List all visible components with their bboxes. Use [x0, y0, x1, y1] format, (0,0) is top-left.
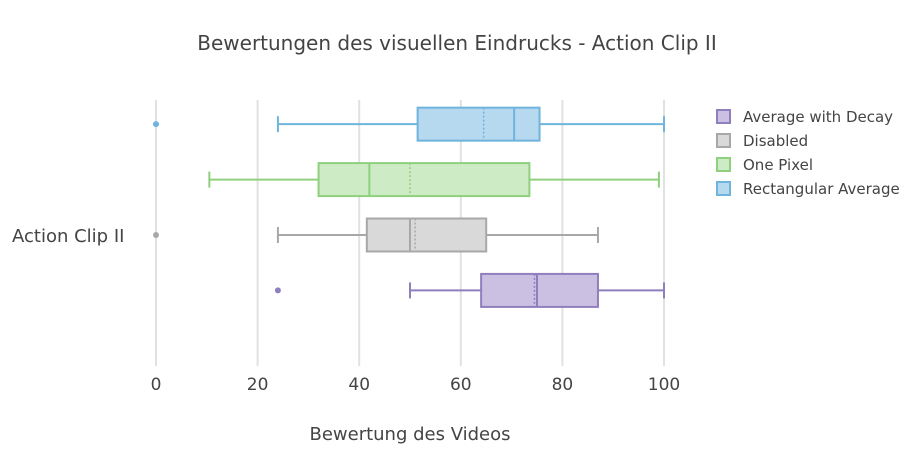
outlier-point-disabled-0[interactable]	[153, 232, 159, 238]
x-tick-label-0: 0	[151, 375, 162, 395]
legend[interactable]: Average with Decay Disabled One Pixel Recta…	[716, 108, 900, 198]
legend-swatch-disabled	[716, 133, 731, 148]
legend-item-average-with-decay[interactable]: Average with Decay	[716, 108, 893, 126]
legend-label-one-pixel: One Pixel	[743, 156, 813, 174]
iqr-box-one-pixel[interactable]	[317, 162, 531, 198]
iqr-box-disabled[interactable]	[365, 217, 488, 253]
x-axis-ticks: 0 20 40 60 80 100	[151, 375, 681, 395]
legend-swatch-average-with-decay	[716, 109, 731, 124]
legend-label-average-with-decay: Average with Decay	[743, 108, 893, 126]
outlier-point-average-with-decay-0[interactable]	[274, 287, 281, 294]
legend-swatch-one-pixel	[716, 157, 731, 172]
x-tick-label-100: 100	[648, 375, 680, 395]
box-average-with-decay	[274, 272, 665, 308]
x-tick-label-80: 80	[552, 375, 574, 395]
chart-title: Bewertungen des visuellen Eindrucks - Ac…	[197, 31, 716, 55]
iqr-box-rectangular-average[interactable]	[416, 106, 541, 142]
grid-lines	[155, 100, 665, 366]
legend-item-one-pixel[interactable]: One Pixel	[716, 156, 813, 174]
legend-label-disabled: Disabled	[743, 132, 808, 150]
box-plot-series	[153, 106, 665, 308]
category-label: Action Clip II	[12, 226, 124, 247]
legend-label-rectangular-average: Rectangular Average	[743, 180, 900, 198]
x-tick-label-40: 40	[348, 375, 370, 395]
x-axis-title: Bewertung des Videos	[309, 424, 510, 445]
box-disabled	[153, 217, 599, 253]
x-tick-label-20: 20	[247, 375, 269, 395]
outlier-point-rectangular-average-0[interactable]	[153, 121, 159, 128]
legend-item-disabled[interactable]: Disabled	[716, 132, 808, 150]
x-tick-label-60: 60	[450, 375, 472, 395]
box-rectangular-average	[153, 106, 665, 142]
legend-swatch-rectangular-average	[716, 181, 731, 196]
legend-item-rectangular-average[interactable]: Rectangular Average	[716, 180, 900, 198]
iqr-box-average-with-decay[interactable]	[480, 272, 599, 308]
box-one-pixel	[208, 162, 660, 198]
